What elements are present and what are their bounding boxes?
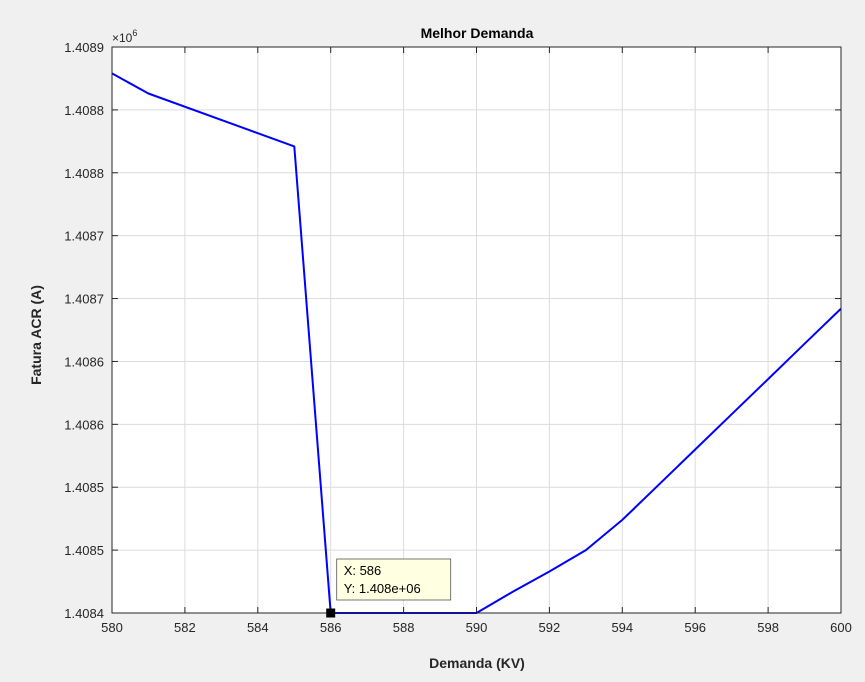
x-tick-label: 598 <box>757 620 779 635</box>
y-tick-label: 1.4088 <box>64 103 104 118</box>
y-tick-label: 1.4085 <box>64 480 104 495</box>
datatip-x-value: X: 586 <box>344 563 382 578</box>
plot-frame <box>111 46 842 614</box>
y-tick-label: 1.4088 <box>64 166 104 181</box>
y-tick-label: 1.4085 <box>64 543 104 558</box>
datatip-box <box>336 558 452 601</box>
x-tick-label: 600 <box>830 620 852 635</box>
chart-title: Melhor Demanda <box>421 25 534 41</box>
ticks: 580 582 584 586 588 590 592 594 596 598 600 1.4084 1… <box>64 40 852 635</box>
y-tick-label: 1.4084 <box>64 606 104 621</box>
y-tick-label: 1.4087 <box>64 229 104 244</box>
x-tick-label: 582 <box>174 620 196 635</box>
y-tick-label: 1.4086 <box>64 354 104 369</box>
x-tick-label: 596 <box>684 620 706 635</box>
x-tick-label: 580 <box>101 620 123 635</box>
series-line <box>111 72 842 614</box>
x-tick-label: 590 <box>466 620 488 635</box>
x-tick-label: 592 <box>539 620 561 635</box>
y-axis-exponent: ×106 <box>112 28 137 45</box>
x-tick-label: 588 <box>393 620 415 635</box>
datatip-y-value: Y: 1.408e+06 <box>344 581 421 596</box>
datatip-marker[interactable] <box>326 608 336 618</box>
y-tick-label: 1.4087 <box>64 292 104 307</box>
y-axis-title: Fatura ACR (A) <box>28 285 44 385</box>
datatip[interactable]: X: 586 Y: 1.408e+06 <box>336 558 452 601</box>
x-tick-label: 584 <box>247 620 269 635</box>
x-tick-label: 586 <box>320 620 342 635</box>
x-tick-label: 594 <box>611 620 633 635</box>
y-tick-label: 1.4086 <box>64 417 104 432</box>
y-tick-label: 1.4089 <box>64 40 104 55</box>
x-axis-title: Demanda (KV) <box>429 655 525 671</box>
